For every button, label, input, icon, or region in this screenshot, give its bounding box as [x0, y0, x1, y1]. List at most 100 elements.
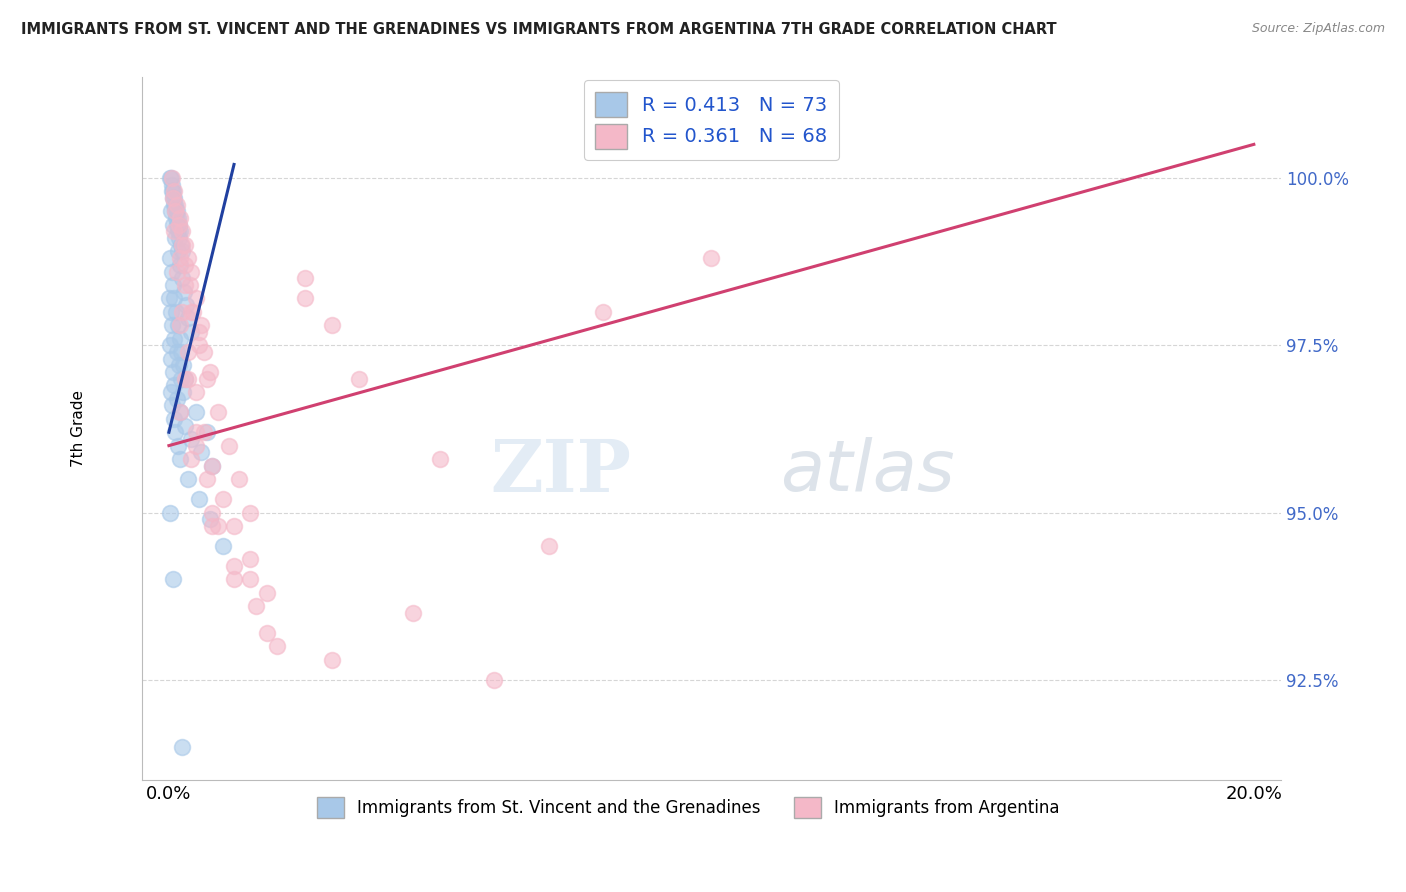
Point	[187, 492, 209, 507]
Point	[222, 519, 245, 533]
Point	[321, 653, 343, 667]
Point	[201, 458, 224, 473]
Point	[180, 304, 202, 318]
Point	[212, 492, 235, 507]
Point	[180, 432, 202, 446]
Point	[169, 224, 191, 238]
Point	[162, 365, 184, 379]
Point	[195, 372, 218, 386]
Point	[180, 325, 202, 339]
Point	[172, 385, 194, 400]
Point	[165, 425, 187, 440]
Point	[163, 412, 186, 426]
Point	[700, 251, 723, 265]
Point	[184, 439, 207, 453]
Text: atlas: atlas	[780, 436, 955, 506]
Point	[167, 224, 190, 238]
Point	[159, 506, 181, 520]
Point	[169, 211, 191, 225]
Point	[172, 359, 194, 373]
Point	[195, 472, 218, 486]
Point	[159, 291, 181, 305]
Point	[402, 606, 425, 620]
Text: Source: ZipAtlas.com: Source: ZipAtlas.com	[1251, 22, 1385, 36]
Point	[239, 573, 262, 587]
Point	[166, 204, 188, 219]
Point	[187, 325, 209, 339]
Point	[162, 218, 184, 232]
Point	[184, 385, 207, 400]
Point	[222, 573, 245, 587]
Point	[162, 191, 184, 205]
Point	[160, 264, 183, 278]
Point	[163, 204, 186, 219]
Point	[256, 586, 278, 600]
Point	[187, 338, 209, 352]
Point	[167, 318, 190, 332]
Point	[190, 445, 212, 459]
Point	[347, 372, 370, 386]
Point	[170, 344, 193, 359]
Point	[160, 178, 183, 192]
Point	[174, 258, 197, 272]
Point	[165, 197, 187, 211]
Point	[184, 425, 207, 440]
Point	[169, 331, 191, 345]
Point	[166, 264, 188, 278]
Text: IMMIGRANTS FROM ST. VINCENT AND THE GRENADINES VS IMMIGRANTS FROM ARGENTINA 7TH : IMMIGRANTS FROM ST. VINCENT AND THE GREN…	[21, 22, 1057, 37]
Point	[592, 304, 614, 318]
Point	[167, 231, 190, 245]
Point	[207, 519, 229, 533]
Point	[212, 539, 235, 553]
Point	[167, 359, 190, 373]
Point	[167, 218, 190, 232]
Point	[174, 277, 197, 292]
Point	[201, 458, 224, 473]
Point	[193, 344, 215, 359]
Point	[177, 472, 200, 486]
Point	[190, 318, 212, 332]
Point	[162, 191, 184, 205]
Point	[160, 170, 183, 185]
Point	[195, 425, 218, 440]
Point	[198, 365, 221, 379]
Point	[169, 405, 191, 419]
Point	[174, 372, 197, 386]
Point	[165, 231, 187, 245]
Point	[201, 506, 224, 520]
Point	[169, 251, 191, 265]
Point	[174, 237, 197, 252]
Point	[177, 251, 200, 265]
Point	[179, 277, 201, 292]
Point	[163, 331, 186, 345]
Point	[170, 271, 193, 285]
Point	[222, 559, 245, 574]
Point	[163, 291, 186, 305]
Point	[239, 506, 262, 520]
Point	[169, 318, 191, 332]
Point	[180, 264, 202, 278]
Point	[159, 204, 181, 219]
Point	[163, 184, 186, 198]
Point	[166, 392, 188, 406]
Point	[160, 184, 183, 198]
Point	[207, 405, 229, 419]
Point	[193, 425, 215, 440]
Point	[266, 640, 288, 654]
Point	[163, 197, 186, 211]
Point	[172, 224, 194, 238]
Point	[239, 552, 262, 566]
Point	[163, 378, 186, 392]
Point	[166, 344, 188, 359]
Point	[169, 258, 191, 272]
Point	[159, 170, 181, 185]
Point	[159, 338, 181, 352]
Point	[245, 599, 267, 614]
Point	[159, 251, 181, 265]
Point	[163, 224, 186, 238]
Point	[172, 739, 194, 754]
Point	[228, 472, 250, 486]
Point	[173, 285, 195, 299]
Point	[166, 218, 188, 232]
Point	[165, 304, 187, 318]
